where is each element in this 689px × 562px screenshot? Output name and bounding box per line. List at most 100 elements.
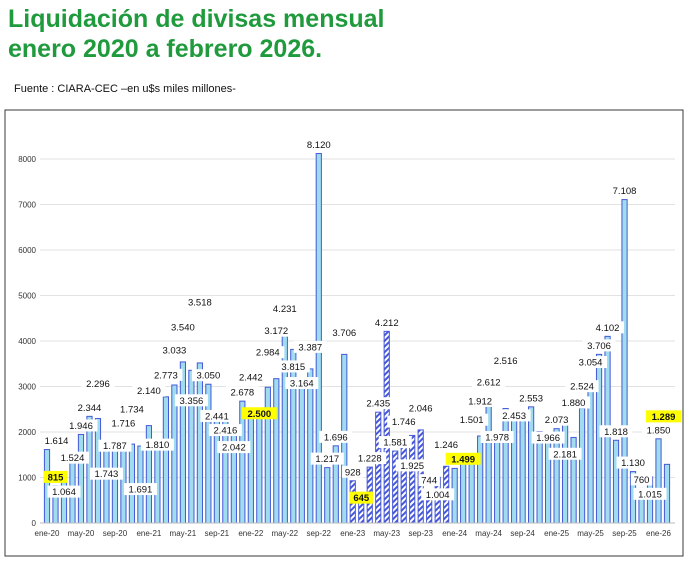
data-label-abr-20: 1.524 — [61, 453, 85, 464]
data-label-nov-20: 1.734 — [120, 405, 144, 416]
label-box — [251, 346, 285, 359]
data-label-feb-21: 1.810 — [146, 440, 170, 451]
y-tick-label: 1000 — [18, 474, 36, 483]
label-box — [455, 413, 489, 426]
x-tick-label: ene-22 — [238, 529, 263, 538]
data-label-nov-23: 1.004 — [426, 490, 450, 501]
label-box — [565, 380, 599, 393]
x-tick-label: sep-23 — [408, 529, 433, 538]
label-box — [123, 483, 157, 496]
data-label-oct-24: 2.553 — [519, 393, 543, 404]
x-tick-label: sep-25 — [612, 529, 637, 538]
label-box — [208, 424, 242, 437]
label-box — [72, 401, 106, 414]
x-tick-label: sep-20 — [103, 529, 128, 538]
y-tick-label: 0 — [32, 519, 37, 528]
bar-sep-24 — [519, 409, 526, 524]
bar-oct-24 — [528, 406, 535, 524]
data-label-abr-21: 3.033 — [163, 345, 187, 356]
label-box — [157, 343, 191, 356]
label-box — [191, 369, 225, 382]
y-tick-label: 3000 — [18, 383, 36, 392]
label-box — [630, 473, 653, 486]
data-label-ene-20: 1.614 — [45, 436, 69, 447]
label-box — [480, 431, 514, 444]
data-label-dic-24: 1.966 — [536, 433, 560, 444]
highlight-box — [43, 470, 68, 483]
highlight-box — [349, 491, 373, 504]
bar-jun-21 — [188, 369, 195, 524]
label-box — [353, 452, 387, 465]
x-tick-label: sep-21 — [205, 529, 230, 538]
label-box — [489, 354, 523, 367]
label-box — [616, 456, 650, 469]
bar-may-21 — [179, 361, 186, 524]
data-label-mar-23: 1.228 — [358, 454, 382, 465]
label-box — [55, 451, 89, 464]
label-box — [302, 138, 336, 151]
bar-dic-21 — [239, 400, 246, 524]
data-label-nov-25: 760 — [634, 475, 650, 486]
data-label-abr-23: 2.435 — [366, 399, 390, 410]
label-box — [268, 302, 302, 315]
data-label-oct-23: 744 — [421, 476, 437, 487]
label-box — [225, 386, 259, 399]
bar-abr-24 — [477, 435, 484, 524]
y-tick-label: 6000 — [18, 246, 36, 255]
data-label-sep-22: 8.120 — [307, 140, 331, 151]
x-tick-label: may-22 — [271, 529, 298, 538]
data-label-mar-21: 2.773 — [154, 370, 178, 381]
data-label-feb-26: 1.289 — [652, 412, 676, 423]
y-tick-label: 8000 — [18, 155, 36, 164]
label-box — [259, 324, 293, 337]
label-box — [140, 438, 174, 451]
bar-ene-26 — [655, 438, 662, 524]
data-label-nov-21: 2.042 — [222, 443, 246, 454]
label-box — [531, 431, 565, 444]
label-box — [310, 452, 344, 465]
label-box — [47, 485, 81, 498]
data-label-oct-22: 1.217 — [315, 454, 339, 465]
data-label-may-23: 4.212 — [375, 318, 399, 329]
title-line-1: Liquidación de divisas mensual — [8, 5, 385, 33]
label-box — [64, 419, 98, 432]
data-label-jun-21: 3.356 — [179, 396, 203, 407]
x-tick-label: ene-23 — [340, 529, 365, 538]
data-label-dic-25: 1.015 — [638, 489, 662, 500]
label-box — [276, 360, 310, 373]
bar-jul-22 — [298, 378, 305, 524]
data-label-feb-22: 2.500 — [247, 409, 271, 420]
data-label-ene-22: 2.442 — [239, 372, 263, 383]
bar-abr-22 — [273, 378, 280, 524]
data-label-ene-25: 2.073 — [545, 415, 569, 426]
data-label-jun-24: 1.978 — [485, 433, 509, 444]
label-box — [429, 438, 463, 451]
data-label-mar-24: 1.501 — [460, 415, 484, 426]
label-box — [463, 395, 497, 408]
data-label-ene-23: 928 — [345, 467, 361, 478]
x-tick-label: ene-20 — [35, 529, 60, 538]
data-label-dic-21: 2.678 — [230, 388, 254, 399]
data-label-sep-21: 2.441 — [205, 411, 229, 422]
data-label-oct-25: 1.130 — [621, 458, 645, 469]
label-box — [40, 434, 73, 447]
bar-ago-24 — [511, 410, 518, 524]
label-box — [548, 447, 582, 460]
bar-ago-20 — [103, 443, 110, 524]
label-box — [342, 465, 364, 478]
data-label-dic-20: 1.691 — [129, 485, 153, 496]
label-box — [514, 391, 548, 404]
data-label-jul-25: 4.102 — [596, 323, 620, 334]
label-box — [98, 439, 132, 452]
data-label-jun-25: 3.706 — [587, 341, 611, 352]
data-label-ago-23: 1.925 — [400, 461, 424, 472]
label-box — [174, 394, 208, 407]
label-box — [395, 459, 429, 472]
data-label-feb-24: 1.499 — [451, 454, 475, 465]
data-label-feb-23: 645 — [353, 493, 370, 504]
label-box — [106, 416, 140, 429]
source-note: Fuente : CIARA-CEC –en u$s miles millone… — [14, 83, 236, 95]
x-tick-label: ene-25 — [544, 529, 569, 538]
label-box — [599, 425, 633, 438]
